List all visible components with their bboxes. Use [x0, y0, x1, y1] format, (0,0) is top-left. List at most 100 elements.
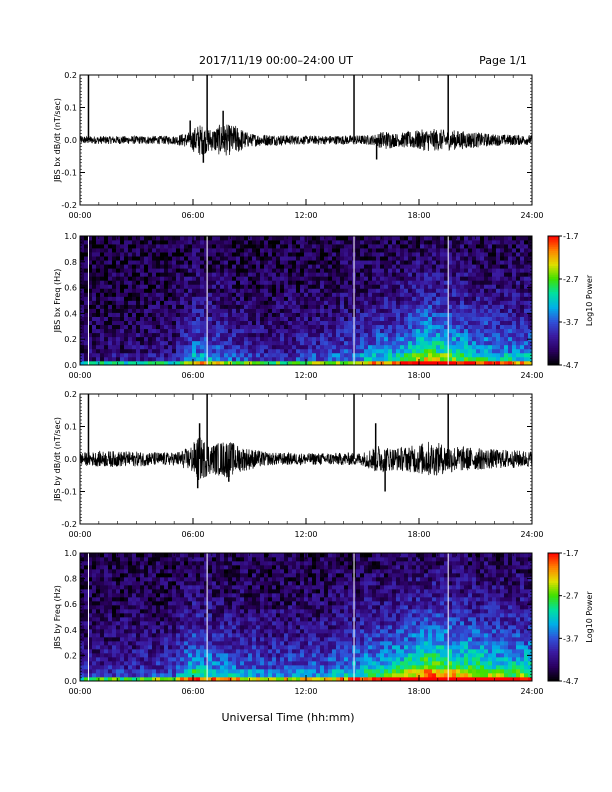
spectrogram-cell [320, 268, 325, 273]
spectrogram-cell [116, 677, 121, 682]
spectrogram-cell [508, 292, 513, 297]
spectrogram-cell [88, 637, 93, 642]
spectrogram-cell [108, 292, 113, 297]
spectrogram-cell [228, 252, 233, 257]
spectrogram-cell [272, 264, 277, 269]
spectrogram-cell [324, 288, 329, 293]
spectrogram-cell [452, 320, 457, 326]
spectrogram-cell [104, 589, 109, 594]
spectrogram-cell [112, 240, 117, 245]
spectrogram-cell [160, 320, 165, 326]
spectrogram-cell [424, 340, 429, 346]
chart-title: 2017/11/19 00:00–24:00 UT [199, 54, 353, 67]
spectrogram-cell [160, 629, 165, 634]
spectrogram-cell [408, 244, 413, 249]
spectrogram-cell [188, 304, 193, 309]
spectrogram-cell [268, 324, 273, 330]
spectrogram-cell [176, 252, 181, 257]
spectrogram-cell [168, 585, 173, 590]
spectrogram-cell [140, 320, 145, 326]
spectrogram-cell [92, 597, 97, 602]
spectrogram-cell [184, 292, 189, 297]
colorbar-segment [548, 313, 559, 316]
spectrogram-cell [400, 304, 405, 309]
spectrogram-cell [128, 292, 133, 297]
spectrogram-cell [172, 633, 177, 638]
spectrogram-cell [460, 328, 465, 334]
spectrogram-cell [168, 557, 173, 562]
spectrogram-cell [276, 328, 281, 334]
spectrogram-cell [108, 332, 113, 338]
spectrogram-cell [144, 304, 149, 309]
spectrogram-cell [448, 356, 453, 362]
spectrogram-cell [264, 308, 269, 313]
spectrogram-cell [144, 352, 149, 358]
spectrogram-cell [416, 336, 421, 342]
spectrogram-cell [160, 577, 165, 582]
spectrogram-cell [448, 348, 453, 354]
spectrogram-cell [516, 248, 521, 253]
spectrogram-cell [336, 240, 341, 245]
spectrogram-cell [116, 296, 121, 301]
spectrogram-cell [112, 236, 117, 241]
spectrogram-cell [468, 268, 473, 273]
spectrogram-cell [404, 356, 409, 362]
spectrogram-cell [468, 296, 473, 301]
spectrogram-cell [528, 252, 533, 257]
spectrogram-cell [116, 252, 121, 257]
spectrogram-cell [304, 340, 309, 346]
spectrogram-cell [188, 348, 193, 354]
spectrogram-cell [504, 320, 509, 326]
spectrogram-cell [84, 649, 89, 654]
spectrogram-cell [488, 308, 493, 313]
spectrogram-cell [428, 336, 433, 342]
spectrogram-cell [488, 340, 493, 346]
spectrogram-cell [448, 316, 453, 322]
spectrogram-cell [300, 264, 305, 269]
spectrogram-cell [176, 649, 181, 654]
spectrogram-cell [488, 260, 493, 265]
spectrogram-cell [112, 272, 117, 277]
spectrogram-cell [408, 304, 413, 309]
spectrogram-cell [260, 292, 265, 297]
spectrogram-cell [144, 645, 149, 650]
spectrogram-cell [492, 268, 497, 273]
spectrogram-cell [312, 260, 317, 265]
spectrogram-cell [172, 669, 177, 674]
spectrogram-cell [516, 244, 521, 249]
spectrogram-cell [468, 340, 473, 346]
spectrogram-cell [392, 292, 397, 297]
spectrogram-cell [152, 332, 157, 338]
spectrogram-cell [132, 284, 137, 289]
spectrogram-cell [176, 657, 181, 662]
spectrogram-cell [100, 557, 105, 562]
spectrogram-cell [344, 240, 349, 245]
spectrogram-cell [112, 336, 117, 342]
spectrogram-cell [300, 308, 305, 313]
spectrogram-cell [152, 240, 157, 245]
spectrogram-cell [504, 292, 509, 297]
spectrogram-cell [260, 264, 265, 269]
spectrogram-cell [280, 288, 285, 293]
spectrogram-cell [176, 673, 181, 678]
spectrogram-cell [240, 304, 245, 309]
colorbar-segment [548, 337, 559, 340]
spectrogram-cell [440, 252, 445, 257]
spectrogram-cell [320, 276, 325, 281]
spectrogram-cell [276, 332, 281, 338]
spectrogram-cell [272, 296, 277, 301]
spectrogram-cell [256, 316, 261, 322]
spectrogram-cell [144, 557, 149, 562]
spectrogram-cell [152, 336, 157, 342]
spectrogram-cell [284, 288, 289, 293]
spectrogram-cell [216, 268, 221, 273]
spectrogram-cell [328, 280, 333, 285]
spectrogram-cell [260, 316, 265, 322]
spectrogram-cell [116, 284, 121, 289]
spectrogram-cell [172, 653, 177, 658]
spectrogram-cell [80, 613, 85, 618]
spectrogram-cell [84, 569, 89, 574]
spectrogram-cell [216, 244, 221, 249]
spectrogram-cell [340, 320, 345, 326]
spectrogram-cell [204, 292, 209, 297]
